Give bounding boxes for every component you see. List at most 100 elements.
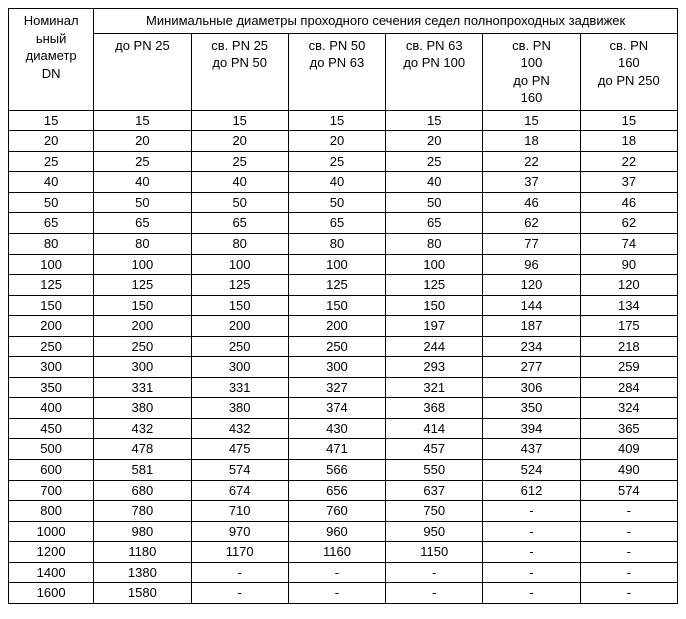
header-col-5: св. PN160до PN 250 (580, 33, 677, 110)
cell-value: 125 (288, 275, 385, 296)
cell-value: 80 (191, 234, 288, 255)
cell-value: 40 (288, 172, 385, 193)
cell-value: - (580, 562, 677, 583)
table-row: 250250250250244234218 (9, 336, 678, 357)
cell-value: 350 (483, 398, 580, 419)
cell-dn: 300 (9, 357, 94, 378)
cell-value: 150 (191, 295, 288, 316)
cell-value: 15 (580, 110, 677, 131)
cell-value: 100 (191, 254, 288, 275)
cell-value: 22 (483, 151, 580, 172)
cell-value: - (386, 562, 483, 583)
cell-value: 234 (483, 336, 580, 357)
table-row: 200200200200197187175 (9, 316, 678, 337)
cell-value: 324 (580, 398, 677, 419)
cell-value: - (191, 583, 288, 604)
cell-value: 40 (94, 172, 191, 193)
cell-value: 20 (191, 131, 288, 152)
cell-value: 365 (580, 418, 677, 439)
cell-value: 380 (191, 398, 288, 419)
cell-dn: 450 (9, 418, 94, 439)
cell-value: 65 (191, 213, 288, 234)
header-span-title: Минимальные диаметры проходного сечения … (94, 9, 678, 34)
cell-dn: 500 (9, 439, 94, 460)
cell-value: 100 (288, 254, 385, 275)
cell-value: 25 (94, 151, 191, 172)
cell-value: - (483, 521, 580, 542)
cell-value: 62 (580, 213, 677, 234)
cell-dn: 50 (9, 192, 94, 213)
table-row: 1001001001001009690 (9, 254, 678, 275)
table-row: 800780710760750-- (9, 501, 678, 522)
header-dn: НоминальныйдиаметрDN (9, 9, 94, 111)
table-row: 80808080807774 (9, 234, 678, 255)
cell-dn: 15 (9, 110, 94, 131)
cell-value: 760 (288, 501, 385, 522)
header-col-4: св. PN100до PN160 (483, 33, 580, 110)
cell-value: 250 (94, 336, 191, 357)
cell-value: - (580, 521, 677, 542)
table-row: 50505050504646 (9, 192, 678, 213)
cell-value: 950 (386, 521, 483, 542)
cell-value: 1160 (288, 542, 385, 563)
cell-value: 25 (191, 151, 288, 172)
table-row: 1000980970960950-- (9, 521, 678, 542)
cell-dn: 250 (9, 336, 94, 357)
cell-value: 478 (94, 439, 191, 460)
cell-value: 175 (580, 316, 677, 337)
table-row: 300300300300293277259 (9, 357, 678, 378)
cell-value: 475 (191, 439, 288, 460)
cell-value: 300 (288, 357, 385, 378)
table-row: 25252525252222 (9, 151, 678, 172)
cell-value: 100 (94, 254, 191, 275)
table-row: 14001380----- (9, 562, 678, 583)
cell-value: 374 (288, 398, 385, 419)
cell-dn: 25 (9, 151, 94, 172)
cell-value: 277 (483, 357, 580, 378)
cell-value: - (288, 562, 385, 583)
table-body: 1515151515151520202020201818252525252522… (9, 110, 678, 603)
cell-value: 150 (94, 295, 191, 316)
cell-value: 1580 (94, 583, 191, 604)
table-row: 350331331327321306284 (9, 377, 678, 398)
table-row: 150150150150150144134 (9, 295, 678, 316)
cell-value: 15 (191, 110, 288, 131)
cell-value: 284 (580, 377, 677, 398)
cell-value: 125 (94, 275, 191, 296)
table-row: 65656565656262 (9, 213, 678, 234)
cell-dn: 80 (9, 234, 94, 255)
cell-value: 144 (483, 295, 580, 316)
cell-value: - (580, 501, 677, 522)
table-row: 125125125125125120120 (9, 275, 678, 296)
cell-value: 15 (483, 110, 580, 131)
cell-value: 259 (580, 357, 677, 378)
cell-value: 90 (580, 254, 677, 275)
cell-dn: 20 (9, 131, 94, 152)
seat-diameters-table: НоминальныйдиаметрDN Минимальные диаметр… (8, 8, 678, 604)
cell-value: 100 (386, 254, 483, 275)
cell-value: 46 (580, 192, 677, 213)
table-header: НоминальныйдиаметрDN Минимальные диаметр… (9, 9, 678, 111)
cell-value: 134 (580, 295, 677, 316)
cell-value: 331 (94, 377, 191, 398)
table-row: 40404040403737 (9, 172, 678, 193)
cell-value: 244 (386, 336, 483, 357)
cell-value: 65 (288, 213, 385, 234)
cell-value: 250 (191, 336, 288, 357)
cell-value: 250 (288, 336, 385, 357)
cell-value: 574 (191, 460, 288, 481)
cell-value: 710 (191, 501, 288, 522)
table-row: 500478475471457437409 (9, 439, 678, 460)
cell-value: 1170 (191, 542, 288, 563)
cell-value: 1380 (94, 562, 191, 583)
cell-value: 550 (386, 460, 483, 481)
cell-value: 574 (580, 480, 677, 501)
cell-dn: 65 (9, 213, 94, 234)
cell-dn: 40 (9, 172, 94, 193)
cell-value: 18 (580, 131, 677, 152)
cell-value: 656 (288, 480, 385, 501)
cell-value: 970 (191, 521, 288, 542)
cell-value: 65 (386, 213, 483, 234)
header-col-3: св. PN 63до PN 100 (386, 33, 483, 110)
cell-value: 1150 (386, 542, 483, 563)
